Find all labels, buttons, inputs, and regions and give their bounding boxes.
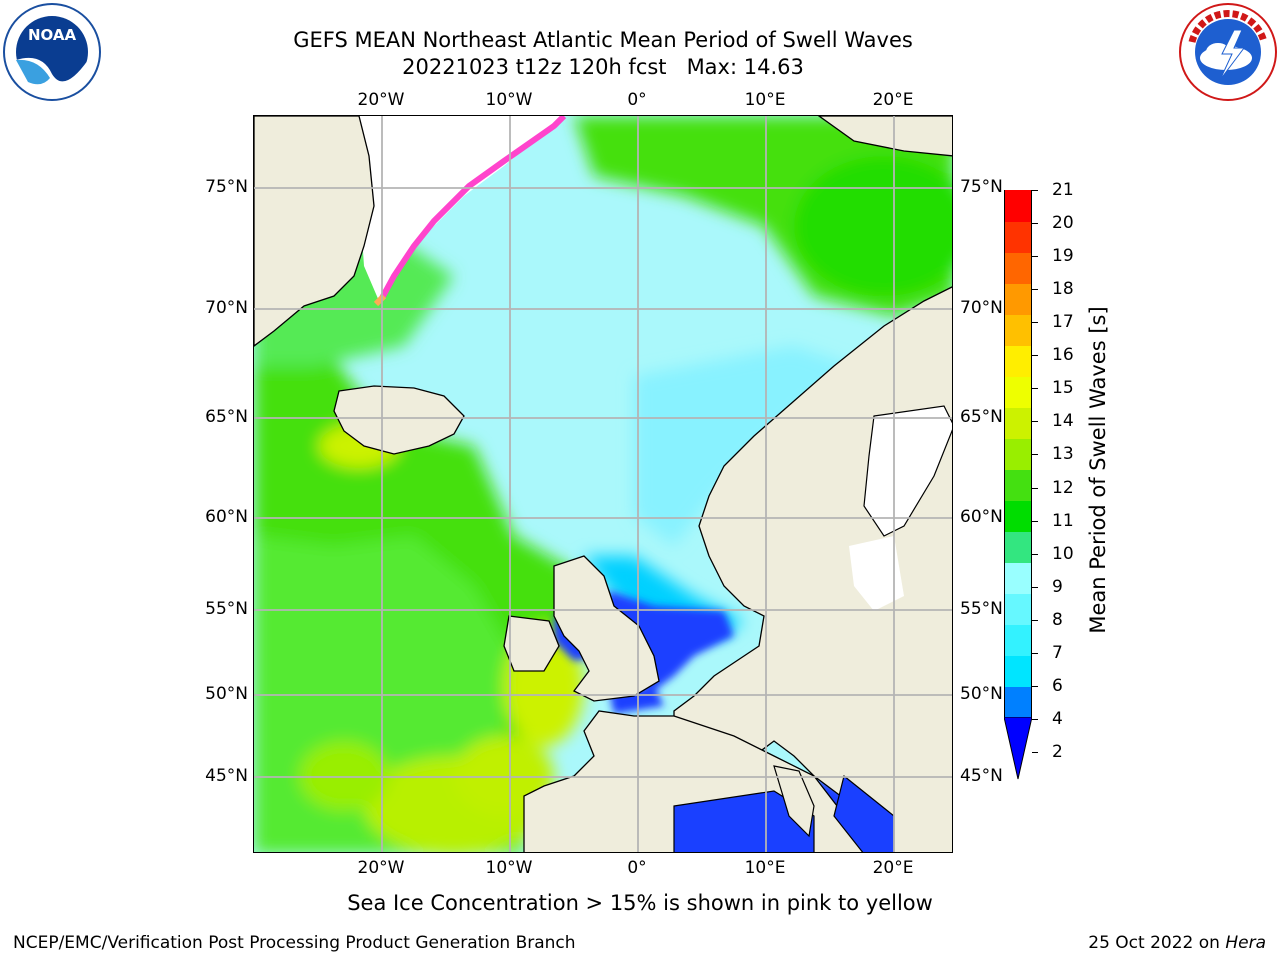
colorbar-tick-label: 10 xyxy=(1052,543,1074,564)
lon-label-top-10e: 10°E xyxy=(744,90,786,110)
sea-ice-note: Sea Ice Concentration > 15% is shown in … xyxy=(347,891,933,915)
colorbar-tick-mark xyxy=(1032,355,1038,357)
colorbar-tick-mark xyxy=(1032,652,1038,654)
colorbar-tick-mark xyxy=(1032,619,1038,621)
colorbar-segment xyxy=(1005,314,1031,346)
lat-label-left-65n: 65°N xyxy=(205,407,248,427)
colorbar-segment xyxy=(1005,655,1031,688)
nws-logo xyxy=(1179,3,1277,101)
colorbar-segment xyxy=(1005,190,1031,222)
colorbar-segment xyxy=(1005,283,1031,315)
colorbar-segment xyxy=(1005,531,1031,564)
noaa-logo-text: NOAA xyxy=(28,26,77,44)
colorbar-tick-label: 11 xyxy=(1052,510,1074,531)
lat-label-right-45n: 45°N xyxy=(960,766,1003,786)
colorbar-tick-mark xyxy=(1032,586,1038,588)
colorbar-tick-mark xyxy=(1032,322,1038,324)
colorbar-tick-label: 13 xyxy=(1052,444,1074,465)
colorbar-tick-mark xyxy=(1032,421,1038,423)
lat-label-right-50n: 50°N xyxy=(960,684,1003,704)
colorbar-segment xyxy=(1005,221,1031,253)
colorbar-tick-label: 8 xyxy=(1052,609,1063,630)
map-subtitle-run: 20221023 t12z 120h fcst Max: 14.63 xyxy=(402,55,804,79)
lat-label-left-55n: 55°N xyxy=(205,599,248,619)
colorbar-title: Mean Period of Swell Waves [s] xyxy=(1086,306,1110,634)
colorbar-tick-label: 12 xyxy=(1052,477,1074,498)
colorbar-segment xyxy=(1005,562,1031,595)
colorbar-tick-label: 7 xyxy=(1052,642,1063,663)
lon-label-top-0: 0° xyxy=(627,90,647,110)
colorbar-tick-mark xyxy=(1032,388,1038,390)
colorbar-tick-label: 16 xyxy=(1052,345,1074,366)
colorbar-segment xyxy=(1005,407,1031,439)
map-canvas xyxy=(254,116,952,852)
map-title: GEFS MEAN Northeast Atlantic Mean Period… xyxy=(293,28,913,52)
colorbar-tick-mark xyxy=(1032,289,1038,291)
lon-label-top-20e: 20°E xyxy=(872,90,914,110)
colorbar-tick-label: 18 xyxy=(1052,279,1074,300)
footer-date-text: 25 Oct 2022 on xyxy=(1088,933,1226,953)
colorbar-tick-mark xyxy=(1032,256,1038,258)
colorbar-segment xyxy=(1005,686,1031,719)
colorbar-segment xyxy=(1005,376,1031,408)
lat-label-right-75n: 75°N xyxy=(960,177,1003,197)
colorbar-tick-label: 6 xyxy=(1052,675,1063,696)
footer-date: 25 Oct 2022 on Hera xyxy=(1088,933,1266,953)
lon-label-top-20w: 20°W xyxy=(357,90,405,110)
lat-label-right-55n: 55°N xyxy=(960,599,1003,619)
footer-machine: Hera xyxy=(1225,933,1266,953)
colorbar-tick-label: 4 xyxy=(1052,708,1063,729)
lat-label-left-70n: 70°N xyxy=(205,298,248,318)
lat-label-right-70n: 70°N xyxy=(960,298,1003,318)
colorbar-tick-label: 15 xyxy=(1052,378,1074,399)
lat-label-right-65n: 65°N xyxy=(960,407,1003,427)
map-panel xyxy=(253,115,953,853)
colorbar-segment xyxy=(1005,500,1031,533)
colorbar-tick-mark xyxy=(1032,487,1038,489)
colorbar-tick-mark xyxy=(1032,454,1038,456)
colorbar-segment xyxy=(1005,438,1031,471)
lon-label-bottom-20e: 20°E xyxy=(872,858,914,878)
colorbar-tick-label: 9 xyxy=(1052,576,1063,597)
colorbar-tick-mark xyxy=(1032,685,1038,687)
colorbar-segment xyxy=(1005,624,1031,657)
colorbar-tick-mark xyxy=(1032,752,1038,753)
colorbar-segment xyxy=(1005,345,1031,377)
noaa-logo: NOAA xyxy=(3,3,101,101)
lat-label-right-60n: 60°N xyxy=(960,507,1003,527)
colorbar-segment xyxy=(1005,469,1031,502)
lat-label-left-45n: 45°N xyxy=(205,766,248,786)
colorbar-tick-mark xyxy=(1032,223,1038,225)
lat-label-left-75n: 75°N xyxy=(205,177,248,197)
lon-label-bottom-10e: 10°E xyxy=(744,858,786,878)
lon-label-bottom-10w: 10°W xyxy=(485,858,533,878)
colorbar-tick-label: 19 xyxy=(1052,246,1074,267)
lon-label-bottom-0: 0° xyxy=(627,858,647,878)
lat-label-left-60n: 60°N xyxy=(205,507,248,527)
colorbar-tick-label: 14 xyxy=(1052,411,1074,432)
colorbar-tick-mark xyxy=(1032,718,1038,720)
colorbar-tick-mark xyxy=(1032,553,1038,555)
colorbar-segment xyxy=(1005,593,1031,626)
graticule xyxy=(254,116,952,852)
footer-credit: NCEP/EMC/Verification Post Processing Pr… xyxy=(13,933,576,953)
colorbar-segment xyxy=(1005,252,1031,284)
lon-label-top-10w: 10°W xyxy=(485,90,533,110)
colorbar-tick-label: 21 xyxy=(1052,180,1074,200)
colorbar-extend-arrow xyxy=(1004,717,1032,780)
colorbar-tick-mark xyxy=(1032,190,1038,191)
colorbar-tick-label: 20 xyxy=(1052,213,1074,234)
colorbar-tick-label: 17 xyxy=(1052,312,1074,333)
colorbar-tick-label: 2 xyxy=(1052,742,1063,762)
lat-label-left-50n: 50°N xyxy=(205,684,248,704)
lon-label-bottom-20w: 20°W xyxy=(357,858,405,878)
colorbar xyxy=(1004,190,1032,719)
colorbar-tick-mark xyxy=(1032,520,1038,522)
